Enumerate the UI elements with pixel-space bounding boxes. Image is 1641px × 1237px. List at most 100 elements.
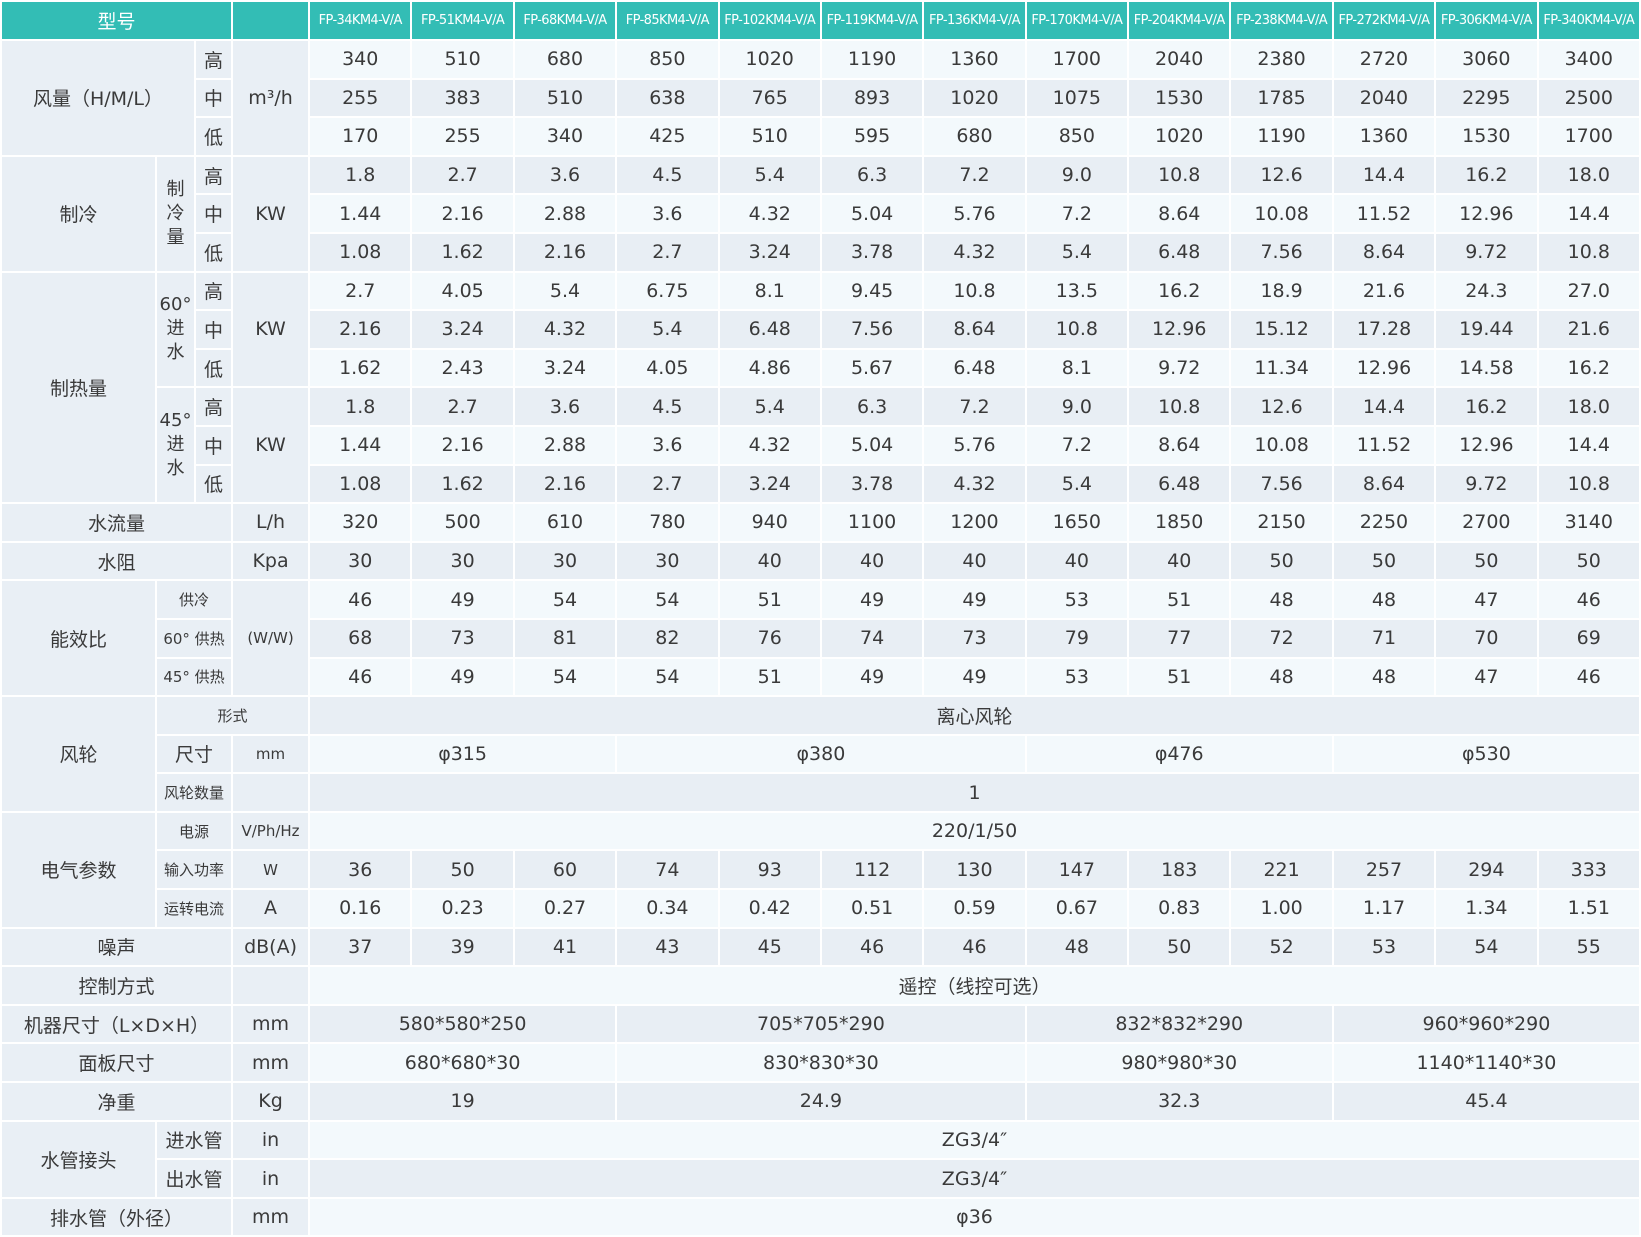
value-cell: 49 xyxy=(922,579,1027,620)
heating-unit: KW xyxy=(231,270,311,389)
fan-type-label: 形式 xyxy=(154,695,311,736)
value-cell: 40 xyxy=(922,540,1027,582)
value-cell: 30 xyxy=(615,540,720,582)
value-cell: 780 xyxy=(615,502,720,543)
value-cell: 8.1 xyxy=(1024,347,1130,389)
drain-label: 排水管（外径） xyxy=(0,1196,234,1237)
group-value-cell: 680*680*30 xyxy=(308,1042,618,1084)
efficiency-row: 60° 供热 68 73 81 82 76 74 73 79 77 72 71 70 69 xyxy=(1,617,1641,659)
value-cell: 5.4 xyxy=(615,309,720,350)
value-cell: 52 xyxy=(1229,926,1334,968)
level-label: 低 xyxy=(193,231,234,273)
value-cell: 48 xyxy=(1331,656,1437,698)
value-cell: 9.0 xyxy=(1024,386,1130,427)
power-supply-value: 220/1/50 xyxy=(308,810,1641,852)
value-cell: 1020 xyxy=(717,39,822,80)
value-cell: 1.08 xyxy=(308,231,413,273)
value-cell: 3.24 xyxy=(717,231,822,273)
value-cell: 7.2 xyxy=(1024,424,1130,466)
value-cell: 8.64 xyxy=(1331,463,1437,505)
group-value-cell: 1140*1140*30 xyxy=(1331,1042,1641,1084)
value-cell: 40 xyxy=(819,540,925,582)
value-cell: 53 xyxy=(1331,926,1437,968)
value-cell: 0.16 xyxy=(308,888,413,929)
group-value-cell: 830*830*30 xyxy=(615,1042,1027,1084)
value-cell: 71 xyxy=(1331,617,1437,659)
value-cell: 1100 xyxy=(819,502,925,543)
value-cell: 6.3 xyxy=(819,386,925,427)
value-cell: 4.05 xyxy=(410,270,515,312)
value-cell: 765 xyxy=(717,77,822,119)
panel-size-label: 面板尺寸 xyxy=(0,1042,234,1084)
value-cell: 5.67 xyxy=(819,347,925,389)
pipe-inlet-label: 进水管 xyxy=(154,1119,234,1161)
value-cell: 5.76 xyxy=(922,424,1027,466)
value-cell: 1.62 xyxy=(410,463,515,505)
value-cell: 2.43 xyxy=(410,347,515,389)
value-cell: 30 xyxy=(410,540,515,582)
value-cell: 18.0 xyxy=(1536,386,1641,427)
value-cell: 595 xyxy=(819,116,925,157)
water-flow-unit: L/h xyxy=(231,502,311,543)
value-cell: 14.4 xyxy=(1331,386,1437,427)
value-cell: 1360 xyxy=(922,39,1027,80)
unit-size-unit: mm xyxy=(231,1003,311,1045)
value-cell: 610 xyxy=(512,502,618,543)
model-header: FP-102KM4-V/A xyxy=(717,0,822,41)
group-value-cell: φ315 xyxy=(308,733,618,775)
value-cell: 11.52 xyxy=(1331,424,1437,466)
net-weight-label: 净重 xyxy=(0,1081,234,1122)
value-cell: 2.88 xyxy=(512,193,618,234)
current-label: 运转电流 xyxy=(154,888,234,929)
value-cell: 2.7 xyxy=(615,463,720,505)
value-cell: 48 xyxy=(1024,926,1130,968)
value-cell: 3.24 xyxy=(717,463,822,505)
value-cell: 0.27 xyxy=(512,888,618,929)
value-cell: 9.72 xyxy=(1434,463,1539,505)
heating-row: 中 2.16 3.24 4.32 5.4 6.48 7.56 8.64 10.8 12.96 15.… xyxy=(1,309,1641,350)
drain-value: φ36 xyxy=(308,1196,1641,1237)
fan-label: 风轮 xyxy=(0,695,157,813)
value-cell: 2295 xyxy=(1434,77,1539,119)
value-cell: 3.24 xyxy=(410,309,515,350)
value-cell: 3060 xyxy=(1434,39,1539,80)
heating-sub-label: 60°进水 xyxy=(155,270,196,389)
value-cell: 14.4 xyxy=(1536,193,1641,234)
value-cell: 1.62 xyxy=(410,231,515,273)
group-value-cell: 980*980*30 xyxy=(1024,1042,1334,1084)
value-cell: 2.16 xyxy=(512,231,618,273)
value-cell: 3.6 xyxy=(615,193,720,234)
value-cell: 8.64 xyxy=(1127,193,1232,234)
value-cell: 14.4 xyxy=(1536,424,1641,466)
model-label: 型号 xyxy=(0,0,234,41)
value-cell: 257 xyxy=(1331,849,1437,891)
level-label: 高 xyxy=(193,386,234,427)
level-label: 低 xyxy=(193,347,234,389)
value-cell: 40 xyxy=(1024,540,1130,582)
value-cell: 1.34 xyxy=(1434,888,1539,929)
value-cell: 893 xyxy=(819,77,925,119)
group-value-cell: φ530 xyxy=(1331,733,1641,775)
pipe-inlet-row: 水管接头 进水管 in ZG3/4″ xyxy=(0,1119,1641,1199)
pipe-outlet-row: 出水管 in ZG3/4″ xyxy=(1,1158,1641,1199)
value-cell: 2720 xyxy=(1331,39,1437,80)
model-header: FP-306KM4-V/A xyxy=(1434,0,1539,41)
value-cell: 680 xyxy=(512,39,618,80)
pipe-outlet-label: 出水管 xyxy=(154,1158,234,1199)
heating-sub-label: 45°进水 xyxy=(155,386,196,505)
cooling-sub-label: 制冷量 xyxy=(155,154,196,273)
value-cell: 3.6 xyxy=(512,386,618,427)
model-header: FP-34KM4-V/A xyxy=(308,0,413,41)
value-cell: 7.56 xyxy=(1229,463,1334,505)
value-cell: 12.96 xyxy=(1127,309,1232,350)
net-weight-row: 净重 Kg 19 24.9 32.3 45.4 xyxy=(0,1081,1641,1122)
value-cell: 54 xyxy=(512,579,618,620)
value-cell: 93 xyxy=(717,849,822,891)
fan-count-unit xyxy=(231,772,311,813)
fan-type-row: 风轮 形式 离心风轮 xyxy=(0,695,1641,813)
heating-label: 制热量 xyxy=(0,270,157,505)
value-cell: 47 xyxy=(1434,656,1539,698)
value-cell: 49 xyxy=(410,656,515,698)
heating-row: 低 1.08 1.62 2.16 2.7 3.24 3.78 4.32 5.4 6.48 7.56 8… xyxy=(1,463,1641,505)
value-cell: 5.4 xyxy=(717,154,822,196)
